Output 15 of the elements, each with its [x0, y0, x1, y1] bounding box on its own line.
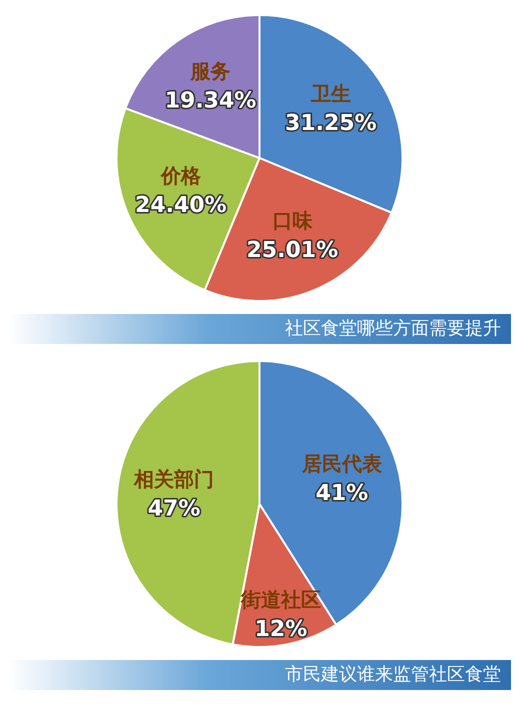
- data-label: 12%: [254, 617, 308, 642]
- slice-label: 价格: [160, 163, 202, 188]
- data-label: 24.40%: [135, 192, 227, 218]
- slice-label: 相关部门: [133, 467, 214, 492]
- data-label: 31.25%: [285, 111, 377, 136]
- text: 市民建议谁来监管社区食堂: [8, 660, 511, 690]
- data-label: 47%: [148, 496, 200, 522]
- slice-label: 口味: [272, 208, 314, 232]
- data-label: 41%: [316, 480, 368, 506]
- data-label: 19.34%: [164, 88, 256, 114]
- text: 社区食堂哪些方面需要提升: [8, 314, 511, 344]
- slice-label: 居民代表: [300, 451, 382, 476]
- data-label: 25.01%: [246, 238, 338, 263]
- slice-label: 服务: [190, 58, 231, 83]
- slice-label: 卫生: [310, 82, 351, 106]
